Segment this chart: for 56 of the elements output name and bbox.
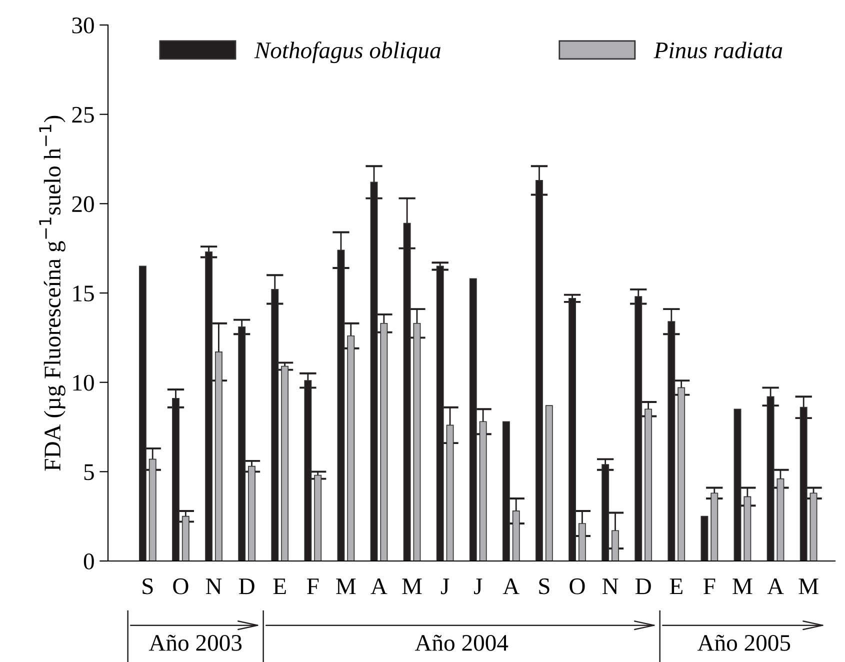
legend-label: Pinus radiata xyxy=(654,42,782,58)
x-tick-label: A xyxy=(502,578,520,594)
y-tick-label: 5 xyxy=(84,464,94,480)
x-tick-label: J xyxy=(440,578,450,594)
y-tick-label: 0 xyxy=(84,553,94,570)
bar xyxy=(578,523,586,561)
bar xyxy=(612,530,619,561)
x-tick-label: J xyxy=(474,578,482,594)
x-tick-label: N xyxy=(602,578,618,594)
y-tick-label: 30 xyxy=(72,17,94,34)
x-tick-label: M xyxy=(336,578,356,594)
text: Año 2004 xyxy=(414,634,508,651)
legend-label: Nothofagus obliqua xyxy=(254,42,440,64)
bar xyxy=(744,496,752,561)
bar xyxy=(810,492,818,561)
y-tick-label: 25 xyxy=(72,106,94,123)
x-tick-label: M xyxy=(732,578,752,594)
bar xyxy=(182,516,190,561)
bar xyxy=(214,352,222,561)
bar xyxy=(678,387,686,561)
bar xyxy=(545,405,553,561)
text: Año 2005 xyxy=(697,634,790,651)
x-tick-label: A xyxy=(767,578,784,594)
x-tick-label: E xyxy=(670,578,682,594)
bar xyxy=(347,335,355,561)
bar xyxy=(413,322,421,561)
y-tick-label: 20 xyxy=(72,196,94,212)
bar xyxy=(314,474,322,561)
bar xyxy=(148,458,156,561)
x-tick-label: D xyxy=(238,578,254,594)
bar xyxy=(700,516,708,561)
bar xyxy=(446,424,454,561)
y-axis-title: FDA (µg Fluoresceína g$^{−1}$suelo h$^{−1}$) xyxy=(39,116,66,471)
x-tick-label: F xyxy=(306,578,319,594)
x-tick-label: O xyxy=(570,578,585,594)
x-tick-label: M xyxy=(798,578,818,594)
x-tick-label: S xyxy=(142,578,153,594)
bar xyxy=(710,492,718,561)
bar xyxy=(776,478,784,561)
bar xyxy=(281,366,289,561)
bar xyxy=(512,510,520,561)
x-tick-label: N xyxy=(206,578,222,594)
x-tick-label: O xyxy=(173,578,188,594)
bar xyxy=(380,322,388,561)
x-tick-label: A xyxy=(370,578,388,594)
bar xyxy=(479,421,487,561)
bar xyxy=(644,408,652,561)
text: Año 2003 xyxy=(148,634,242,651)
y-tick-label: 15 xyxy=(73,286,94,302)
x-tick-label: E xyxy=(273,578,286,594)
y-tick-label: 10 xyxy=(73,374,94,391)
x-tick-label: D xyxy=(635,578,651,594)
x-tick-label: F xyxy=(704,578,716,594)
bar xyxy=(248,466,256,561)
x-tick-label: S xyxy=(539,578,550,594)
x-tick-label: M xyxy=(402,578,422,594)
